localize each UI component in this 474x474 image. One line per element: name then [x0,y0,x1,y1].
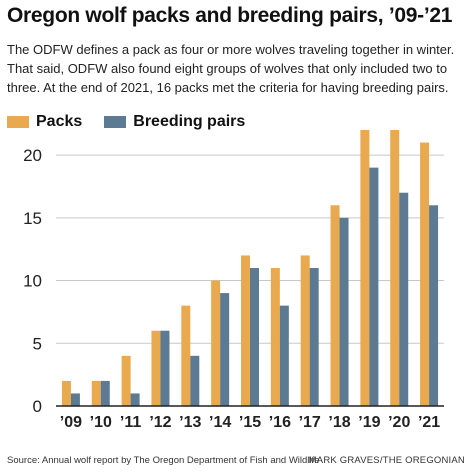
y-tick-label-20: 20 [23,146,42,165]
bar-breeding-pairs-12 [429,205,439,406]
bar-breeding-pairs-8 [309,268,319,406]
x-tick-label-3: ’12 [149,414,171,431]
bar-packs-5 [211,280,221,406]
bar-breeding-pairs-9 [339,217,349,406]
bar-breeding-pairs-4 [190,355,200,406]
legend-label-breeding-pairs: Breeding pairs [133,113,246,130]
bar-packs-10 [360,130,370,406]
bar-packs-9 [330,205,340,406]
y-tick-label-15: 15 [23,209,42,228]
bar-packs-4 [181,305,191,406]
bar-breeding-pairs-11 [399,192,409,406]
x-tick-label-0: ’09 [60,414,82,431]
bar-chart: 0 5 10 15 20 ’09 ’10 ’11 ’12 ’13 ’14 ’15 ’16 ’17 ’18 ’1… [23,130,444,431]
bar-breeding-pairs-3 [160,330,170,406]
bar-packs-2 [121,355,131,406]
bar-breeding-pairs-0 [70,393,80,406]
chart-title: Oregon wolf packs and breeding pairs, ’0… [7,4,453,27]
bar-packs-3 [151,330,161,406]
legend-item-packs: Packs [7,113,82,131]
legend: Packs Breeding pairs [7,110,267,134]
x-tick-label-2: ’11 [120,414,141,431]
legend-swatch-packs [7,116,29,128]
bar-breeding-pairs-6 [250,268,259,406]
source-note: Source: Annual wolf report by The Oregon… [7,455,320,466]
bar-packs-12 [420,142,430,406]
bar-breeding-pairs-5 [220,293,230,406]
x-tick-label-12: ’21 [418,414,440,431]
x-tick-label-6: ’15 [239,414,261,431]
x-tick-label-1: ’10 [90,414,112,431]
bar-packs-0 [61,380,71,406]
y-tick-label-5: 5 [33,334,42,353]
x-tick-label-7: ’16 [269,414,291,431]
y-tick-label-10: 10 [23,272,42,291]
legend-item-breeding-pairs: Breeding pairs [104,113,245,131]
x-tick-label-11: ’20 [388,414,410,431]
x-tick-label-4: ’13 [179,414,201,431]
x-tick-label-9: ’18 [328,414,350,431]
bar-packs-6 [241,255,250,406]
bar-packs-11 [390,130,400,406]
legend-label-packs: Packs [36,113,83,130]
x-tick-label-8: ’17 [299,414,321,431]
bar-breeding-pairs-7 [279,305,289,406]
legend-swatch-breeding-pairs [104,116,127,128]
chart-subtitle: The ODFW defines a pack as four or more … [7,42,455,95]
bar-breeding-pairs-10 [369,167,379,406]
bar-packs-7 [270,268,280,406]
bar-packs-1 [91,380,101,406]
credit-line: MARK GRAVES/THE OREGONIAN [308,455,465,466]
bar-breeding-pairs-1 [100,380,110,406]
bar-packs-8 [300,255,310,406]
bar-breeding-pairs-2 [130,393,140,406]
y-tick-label-0: 0 [33,397,42,416]
x-tick-label-5: ’14 [209,414,231,431]
chart-area: 0 5 10 15 20 ’09 ’10 ’11 ’12 ’13 ’14 ’15 ’16 ’17 ’18 ’1… [0,130,474,450]
x-tick-label-10: ’19 [358,414,380,431]
